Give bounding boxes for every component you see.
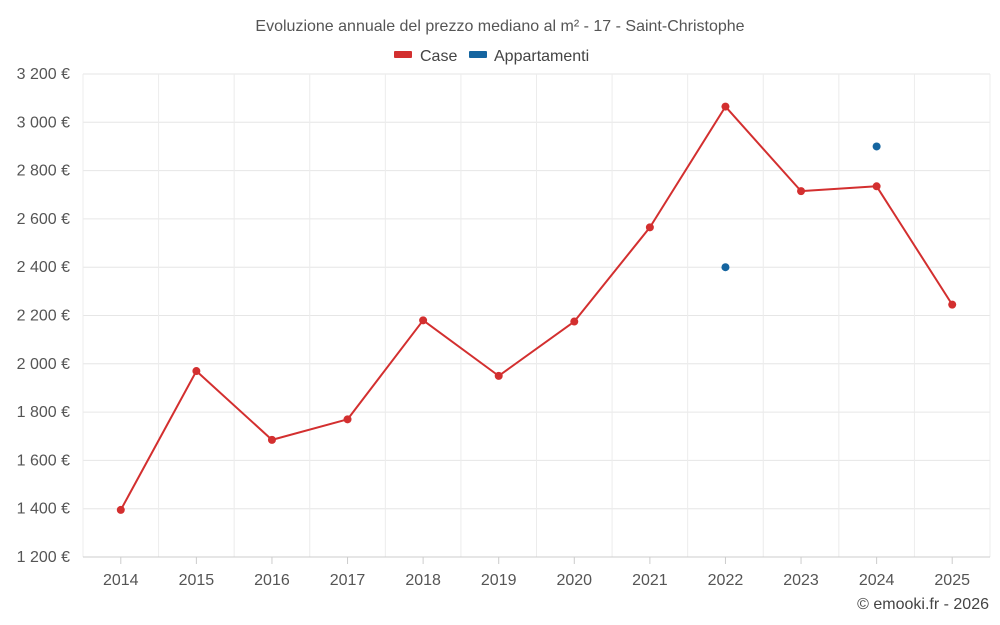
y-tick-label: 2 400 € bbox=[17, 259, 70, 276]
y-tick-label: 1 200 € bbox=[17, 549, 70, 566]
axes: 1 200 € 1 400 € 1 600 € 1 800 € 2 000 € 2 200… bbox=[17, 66, 990, 589]
x-tick-label: 2023 bbox=[783, 572, 819, 589]
y-tick-label: 1 800 € bbox=[17, 404, 70, 421]
credit: © emooki.fr - 2026 bbox=[857, 596, 989, 613]
legend-item-appartamenti[interactable]: Appartamenti bbox=[469, 48, 589, 65]
x-tick-label: 2019 bbox=[481, 572, 517, 589]
legend-swatch-appartamenti bbox=[469, 51, 487, 58]
y-tick-label: 3 000 € bbox=[17, 114, 70, 131]
data-point-case-2018[interactable] bbox=[419, 316, 428, 325]
x-tick-label: 2015 bbox=[179, 572, 215, 589]
x-tick-label: 2014 bbox=[103, 572, 139, 589]
legend-label-appartamenti: Appartamenti bbox=[494, 48, 589, 65]
data-point-case-2022[interactable] bbox=[721, 102, 730, 111]
data-point-appartamenti-2024[interactable] bbox=[872, 142, 881, 151]
y-tick-label: 2 600 € bbox=[17, 211, 70, 228]
x-tick-label: 2016 bbox=[254, 572, 290, 589]
data-point-case-2016[interactable] bbox=[267, 435, 276, 444]
chart-title: Evoluzione annuale del prezzo mediano al… bbox=[255, 18, 744, 35]
data-point-appartamenti-2022[interactable] bbox=[721, 263, 730, 272]
legend: Case Appartamenti bbox=[394, 48, 589, 65]
y-tick-label: 2 800 € bbox=[17, 163, 70, 180]
grid bbox=[82, 73, 991, 558]
legend-label-case: Case bbox=[420, 48, 457, 65]
x-tick-label: 2017 bbox=[330, 572, 366, 589]
x-tick-label: 2025 bbox=[934, 572, 970, 589]
y-tick-label: 1 600 € bbox=[17, 452, 70, 469]
series bbox=[116, 102, 957, 514]
data-point-case-2024[interactable] bbox=[872, 182, 881, 191]
x-tick-label: 2020 bbox=[556, 572, 592, 589]
data-point-case-2014[interactable] bbox=[116, 505, 125, 514]
x-tick-label: 2018 bbox=[405, 572, 441, 589]
y-tick-label: 2 000 € bbox=[17, 356, 70, 373]
legend-swatch-case bbox=[394, 51, 412, 58]
data-point-case-2017[interactable] bbox=[343, 415, 352, 424]
data-point-case-2023[interactable] bbox=[797, 187, 806, 196]
data-point-case-2021[interactable] bbox=[645, 223, 654, 232]
x-tick-label: 2021 bbox=[632, 572, 668, 589]
legend-item-case[interactable]: Case bbox=[394, 48, 457, 65]
x-tick-label: 2024 bbox=[859, 572, 895, 589]
data-point-case-2015[interactable] bbox=[192, 367, 201, 376]
data-point-case-2025[interactable] bbox=[948, 300, 957, 309]
data-point-case-2019[interactable] bbox=[494, 371, 503, 380]
x-tick-label: 2022 bbox=[708, 572, 744, 589]
series-line-case bbox=[119, 105, 954, 511]
y-tick-label: 2 200 € bbox=[17, 308, 70, 325]
data-point-case-2020[interactable] bbox=[570, 317, 579, 326]
y-tick-label: 3 200 € bbox=[17, 66, 70, 83]
y-tick-label: 1 400 € bbox=[17, 501, 70, 518]
